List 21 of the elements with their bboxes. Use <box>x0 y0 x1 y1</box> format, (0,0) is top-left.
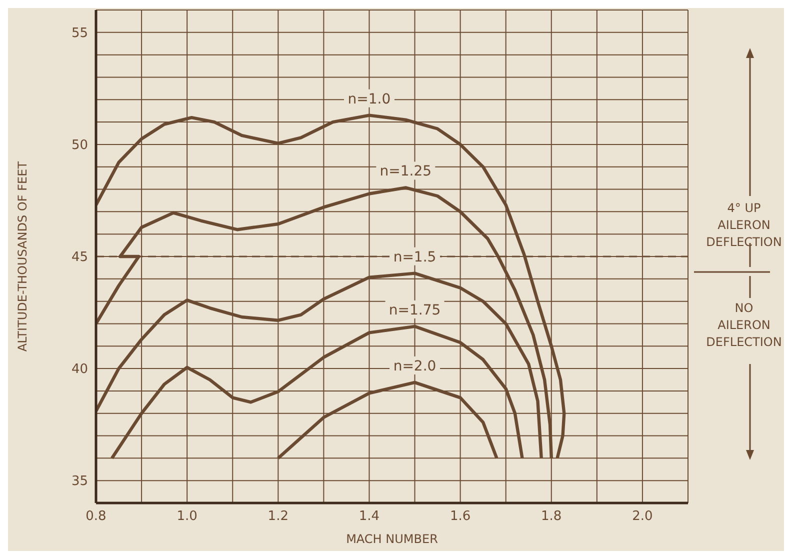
text: NO AILERON DEFLECTION <box>705 300 783 351</box>
x-tick-label: 1.4 <box>358 509 380 524</box>
text: 4° UP AILERON DEFLECTION <box>705 200 783 251</box>
series-label: n=1.25 <box>380 164 432 180</box>
series-label: n=1.75 <box>388 302 441 318</box>
x-tick-label: 1.8 <box>541 509 562 524</box>
y-axis-title: ALTITUDE-THOUSANDS OF FEET <box>15 160 30 352</box>
y-tick-label: 40 <box>71 362 88 378</box>
x-axis-title: MACH NUMBER <box>346 532 438 546</box>
x-tick-label: 1.0 <box>176 509 198 524</box>
x-tick-label: 1.2 <box>268 509 288 524</box>
x-tick-label: 0.8 <box>86 509 106 524</box>
x-tick-label: 1.6 <box>450 509 471 524</box>
y-tick-label: 50 <box>71 138 88 154</box>
y-tick-label: 55 <box>71 26 88 42</box>
y-tick-label: 35 <box>71 474 88 490</box>
series-label: n=2.0 <box>393 358 436 374</box>
x-tick-label: 2.0 <box>632 509 653 524</box>
series-label: n=1.5 <box>393 249 436 266</box>
series-label: n=1.0 <box>348 91 391 108</box>
y-tick-label: 45 <box>71 250 88 266</box>
